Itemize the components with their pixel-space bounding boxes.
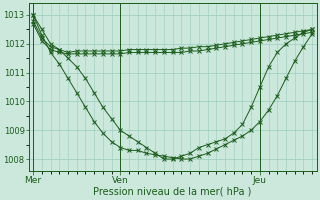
X-axis label: Pression niveau de la mer( hPa ): Pression niveau de la mer( hPa ) xyxy=(93,187,252,197)
